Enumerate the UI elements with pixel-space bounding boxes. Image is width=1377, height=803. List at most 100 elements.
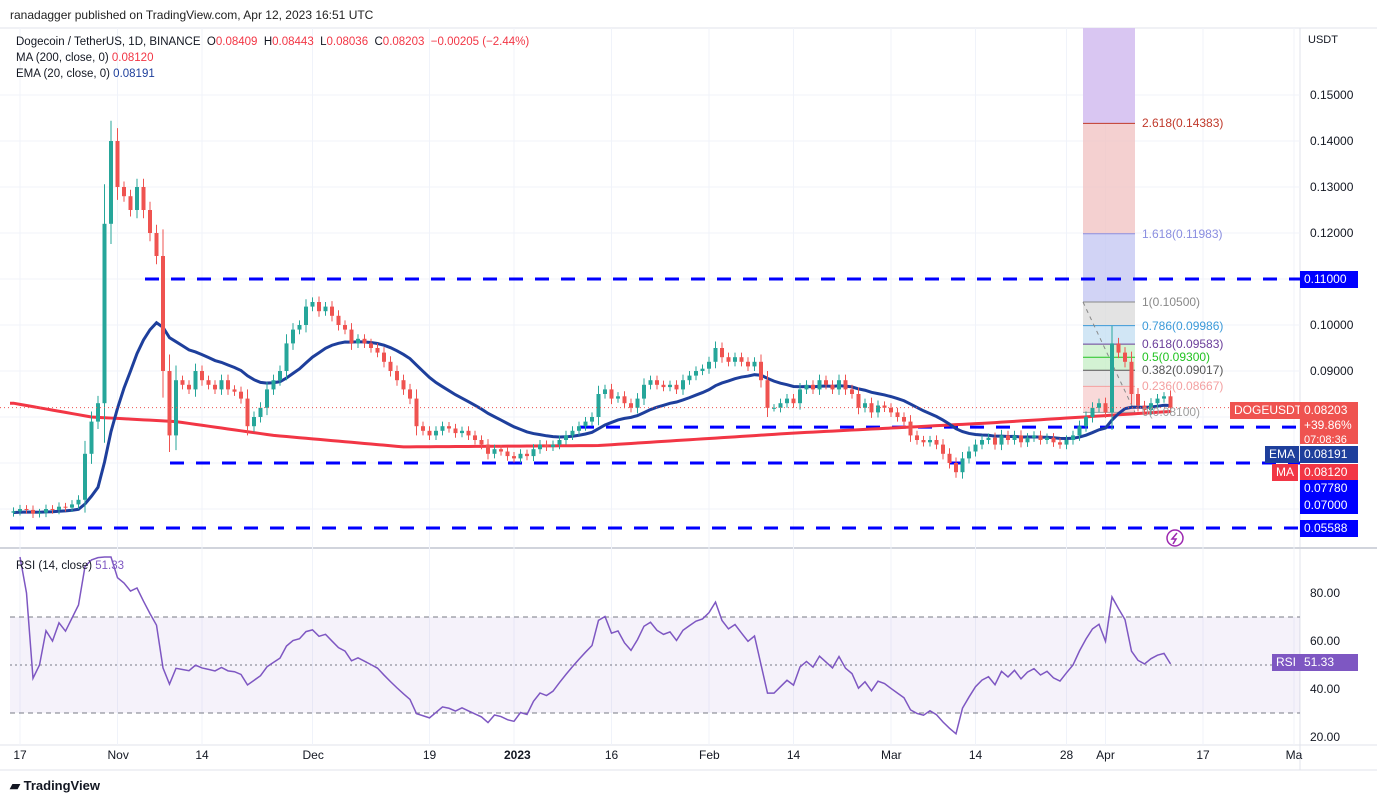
price-tick: 0.13000	[1310, 180, 1354, 194]
candle-body	[551, 444, 555, 447]
candle-body	[362, 338, 367, 344]
candle-body	[336, 315, 341, 325]
time-tick: 16	[604, 748, 619, 762]
candle-body	[1136, 394, 1140, 406]
candle-body	[83, 453, 87, 500]
ema-legend[interactable]: EMA (20, close, 0) 0.08191	[16, 68, 155, 80]
candle-body	[960, 458, 965, 473]
candle-body	[141, 187, 146, 210]
time-tick: Nov	[107, 748, 129, 762]
candle-body	[947, 453, 952, 463]
candle-body	[297, 325, 302, 330]
candle-body	[1019, 435, 1023, 443]
candle-body	[505, 451, 510, 457]
candle-body	[284, 343, 289, 371]
candle-body	[622, 396, 627, 404]
candle-body	[115, 141, 120, 187]
candle-body	[1123, 352, 1127, 362]
candle-body	[161, 256, 165, 371]
candle-body	[180, 380, 185, 385]
candle-body	[148, 210, 152, 233]
fib-label: 1(0.10500)	[1142, 295, 1201, 309]
candle-body	[408, 389, 412, 399]
candle-body	[811, 384, 815, 390]
symbol-name: Dogecoin / TetherUS, 1D, BINANCE	[16, 36, 201, 48]
candle-body	[986, 437, 991, 440]
time-tick: 28	[1059, 748, 1074, 762]
candle-body	[1116, 343, 1121, 353]
candle-body	[271, 380, 276, 390]
candle-body	[531, 449, 536, 457]
candle-body	[434, 430, 438, 436]
candle-body	[102, 223, 107, 404]
candle-body	[1045, 437, 1049, 440]
rsi-legend[interactable]: RSI (14, close) 51.33	[16, 560, 124, 572]
candle-body	[1058, 442, 1062, 445]
candle-body	[1129, 361, 1134, 394]
candle-body	[577, 426, 581, 431]
candle-body	[31, 509, 35, 514]
candle-body	[681, 380, 685, 390]
ema-label: EMA (20, close, 0)	[16, 68, 110, 80]
candle-body	[460, 430, 464, 434]
candle-body	[226, 380, 230, 390]
candle-body	[278, 371, 282, 381]
candle-body	[1090, 407, 1095, 417]
candle-body	[128, 196, 133, 210]
candle-body	[713, 348, 718, 362]
candle-body	[122, 187, 126, 197]
candle-body	[1084, 417, 1088, 427]
candle-body	[941, 444, 945, 454]
candle-body	[518, 453, 523, 459]
fib-zone	[1083, 370, 1135, 387]
last-price-tag: 0.08203 +39.86% 07:08:36	[1300, 402, 1358, 446]
ema20-line	[13, 320, 1171, 515]
candle-body	[50, 509, 55, 510]
candle-body	[1032, 435, 1036, 438]
tradingview-logo[interactable]: ▰ TradingView	[10, 778, 100, 794]
close-value: 0.08203	[382, 36, 425, 48]
rsi-tag-label: RSI	[1272, 654, 1301, 671]
candle-body	[76, 499, 81, 505]
candle-body	[694, 371, 698, 376]
time-tick: Ma	[1285, 748, 1303, 762]
rsi-line	[19, 556, 1172, 736]
candle-body	[304, 306, 308, 325]
candle-body	[1110, 343, 1114, 413]
candle-body	[973, 444, 978, 452]
candle-body	[1038, 435, 1043, 440]
price-tick: 0.10000	[1310, 318, 1354, 332]
candle-body	[421, 426, 425, 431]
ma-legend[interactable]: MA (200, close, 0) 0.08120	[16, 52, 153, 64]
candle-body	[401, 380, 406, 390]
candle-body	[629, 403, 633, 408]
footer-text: TradingView	[23, 778, 100, 793]
candle-body	[1162, 396, 1166, 399]
candle-body	[1103, 403, 1108, 413]
candle-body	[167, 371, 172, 436]
rsi-tag: 51.33	[1300, 654, 1358, 671]
candle-body	[934, 440, 939, 445]
candle-body	[674, 384, 679, 390]
candle-body	[570, 430, 575, 436]
candle-body	[473, 435, 477, 440]
candle-body	[765, 380, 770, 408]
candle-body	[37, 512, 42, 514]
time-tick: 14	[786, 748, 801, 762]
time-tick: 2023	[504, 748, 531, 762]
candle-body	[70, 504, 74, 508]
candle-body	[856, 394, 861, 408]
price-tick: 0.09000	[1310, 364, 1354, 378]
lightning-bolt	[1170, 532, 1178, 545]
candle-body	[954, 463, 958, 473]
candle-body	[245, 398, 250, 427]
candle-body	[512, 456, 516, 459]
candle-body	[726, 357, 731, 362]
price-change-pct: +39.86%	[1304, 418, 1352, 432]
candle-body	[902, 417, 906, 422]
symbol-tag: DOGEUSDT	[1230, 402, 1307, 419]
candle-body	[343, 325, 347, 330]
candle-body	[1006, 435, 1010, 440]
candle-body	[239, 391, 243, 399]
